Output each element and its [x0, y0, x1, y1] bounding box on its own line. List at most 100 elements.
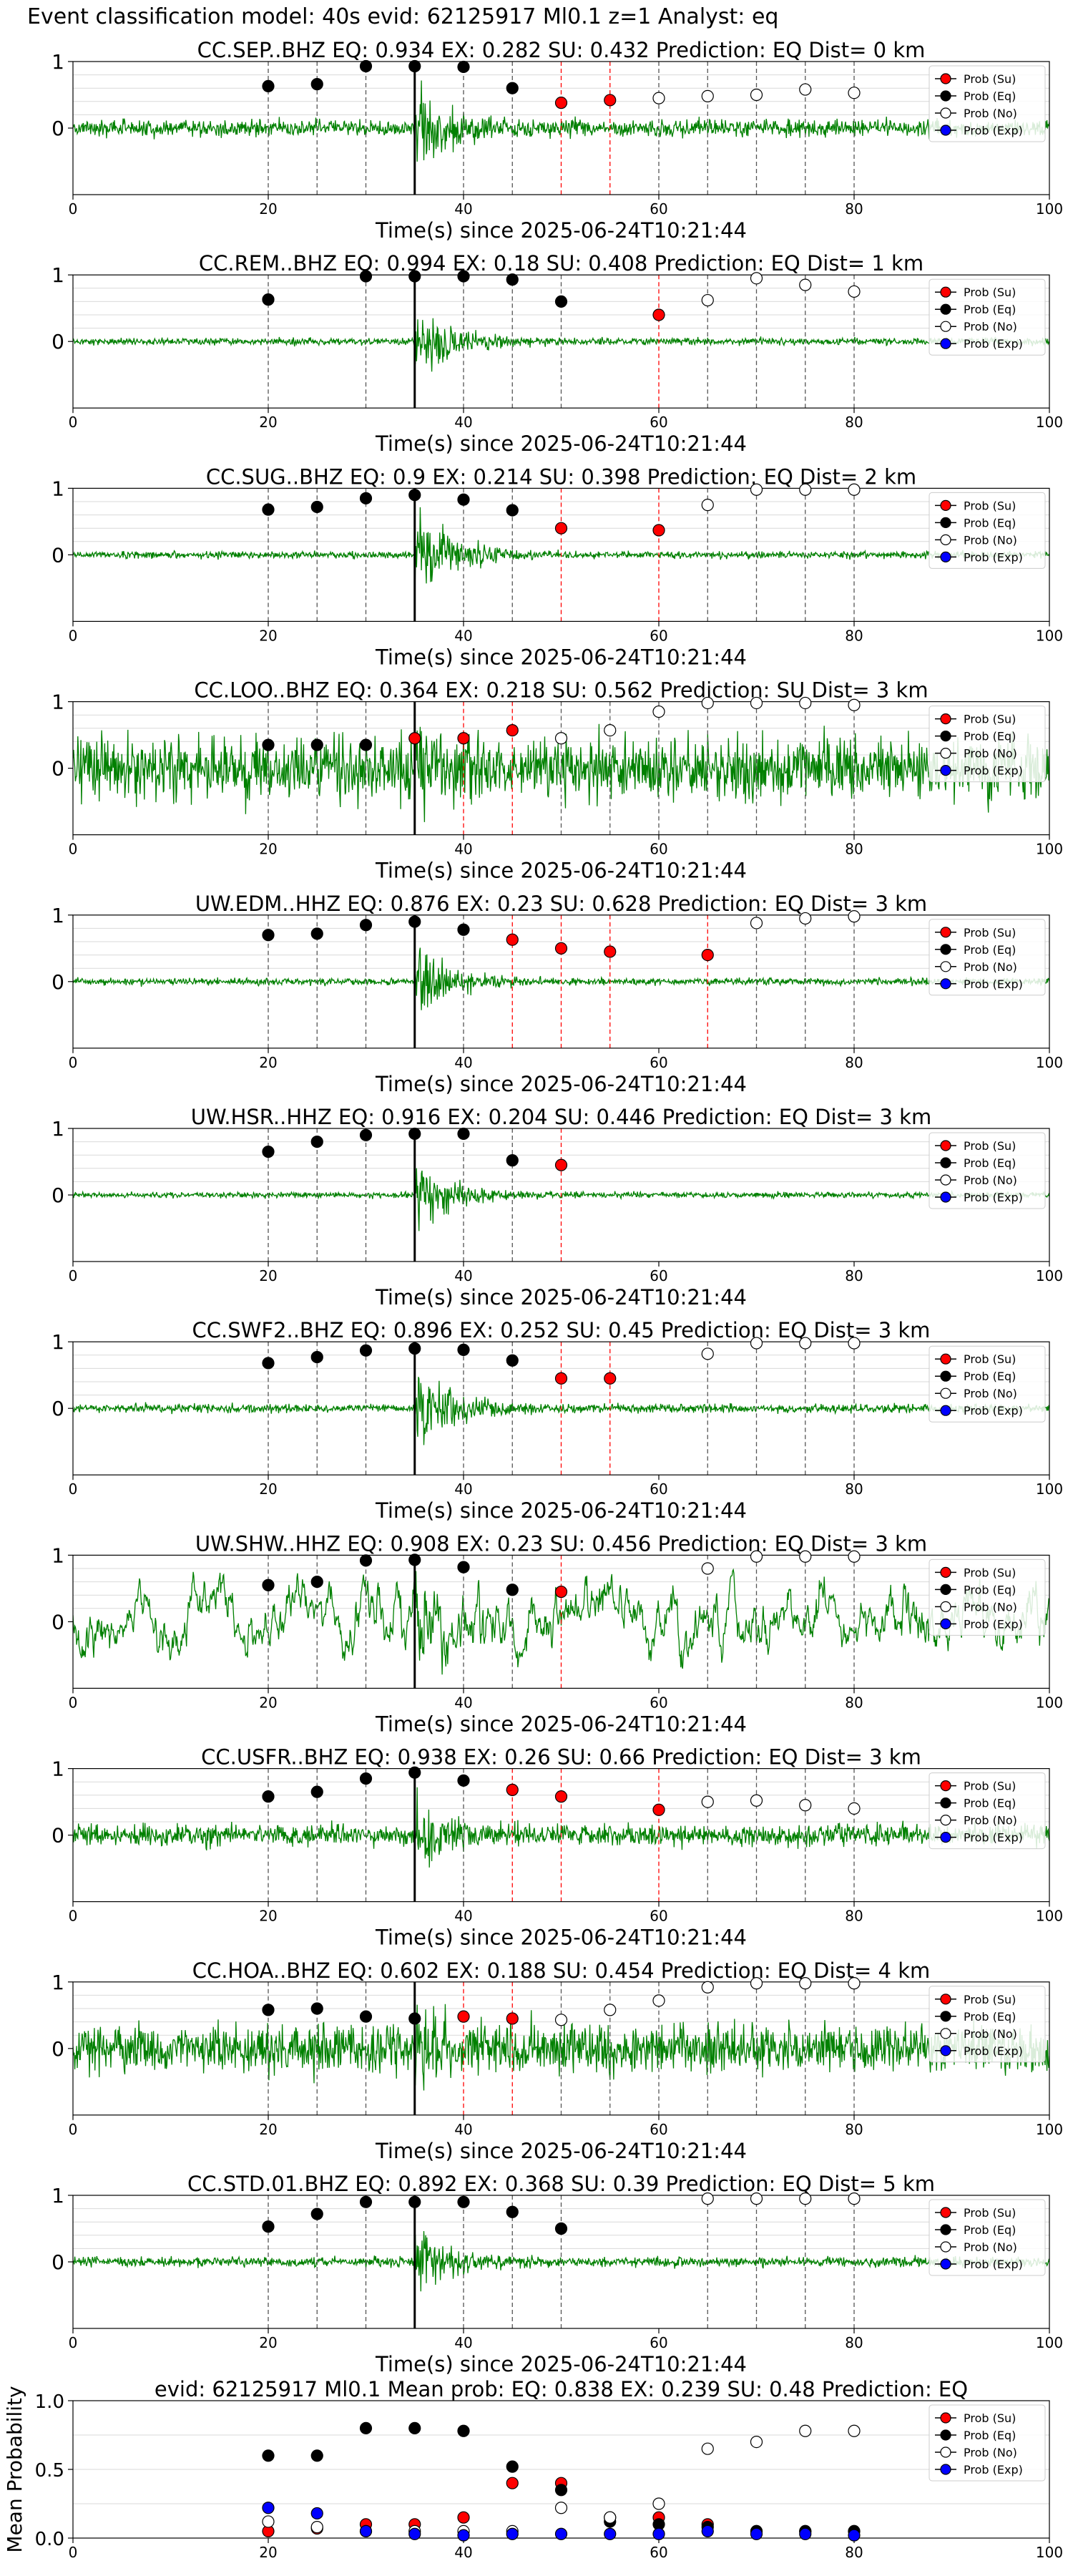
data-point: [506, 1584, 519, 1596]
data-point: [750, 2192, 763, 2205]
y-tick-label: 1: [52, 904, 64, 927]
y-tick-label: 1: [52, 1971, 64, 1994]
legend-label: Prob (Su): [964, 1993, 1016, 2006]
x-tick-label: 0: [69, 414, 78, 431]
subplot-title: CC.SEP..BHZ EQ: 0.934 EX: 0.282 SU: 0.43…: [197, 38, 926, 62]
data-point: [262, 1790, 275, 1803]
data-point: [701, 1562, 714, 1575]
legend-marker: [940, 2412, 951, 2424]
legend-box: [929, 919, 1046, 996]
legend-marker: [940, 1994, 951, 2005]
data-point: [652, 524, 665, 537]
x-tick-label: 0: [69, 2334, 78, 2351]
x-tick-label: 20: [259, 2334, 277, 2351]
x-tick-label: 40: [454, 1694, 472, 1711]
data-point: [457, 270, 470, 283]
x-axis-label: Time(s) since 2025-06-24T10:21:44: [375, 2352, 747, 2376]
x-tick-label: 60: [650, 414, 667, 431]
x-tick-label: 100: [1036, 841, 1063, 858]
data-point: [359, 1554, 373, 1567]
data-point: [554, 2502, 568, 2514]
data-point: [604, 2511, 617, 2524]
subplot-title: CC.HOA..BHZ EQ: 0.602 EX: 0.188 SU: 0.45…: [192, 1958, 931, 1983]
legend-marker: [940, 286, 951, 298]
y-tick-label: 0: [52, 2250, 64, 2274]
x-tick-label: 100: [1036, 627, 1063, 644]
legend-marker: [940, 303, 951, 315]
data-point: [750, 272, 763, 285]
data-point: [457, 2010, 470, 2023]
data-point: [799, 83, 812, 96]
x-tick-label: 60: [650, 1694, 667, 1711]
legend: Prob (Su) Prob (Eq) Prob (No) Prob (Exp): [929, 278, 1046, 356]
data-point: [848, 1337, 861, 1350]
legend-marker: [940, 764, 951, 776]
legend-marker: [940, 1174, 951, 1186]
data-point: [408, 2195, 421, 2208]
subplot-title: CC.LOO..BHZ EQ: 0.364 EX: 0.218 SU: 0.56…: [194, 678, 928, 703]
data-point: [799, 696, 812, 710]
subplot-title: UW.SHW..HHZ EQ: 0.908 EX: 0.23 SU: 0.456…: [195, 1531, 927, 1556]
data-point: [799, 1550, 812, 1563]
data-point: [604, 2527, 617, 2540]
data-point: [359, 270, 373, 283]
data-point: [310, 1350, 323, 1364]
y-tick-label: 0: [52, 117, 64, 140]
legend-marker: [940, 1584, 951, 1595]
data-point: [457, 2424, 470, 2437]
data-point: [310, 500, 323, 514]
y-tick-label: 0.5: [35, 2460, 64, 2482]
legend-box: [929, 2199, 1046, 2276]
data-point: [408, 2012, 421, 2025]
data-point: [408, 2527, 421, 2540]
legend-box: [929, 1772, 1046, 1850]
data-point: [604, 945, 617, 958]
y-tick-label: 1: [52, 477, 64, 500]
data-point: [848, 1550, 861, 1563]
data-point: [604, 1372, 617, 1385]
data-point: [506, 273, 519, 286]
x-tick-label: 60: [650, 627, 667, 644]
x-tick-label: 20: [259, 200, 277, 218]
x-tick-label: 60: [650, 841, 667, 858]
data-point: [457, 1343, 470, 1356]
subplot-title: UW.EDM..HHZ EQ: 0.876 EX: 0.23 SU: 0.628…: [195, 892, 927, 916]
data-point: [457, 923, 470, 936]
x-tick-label: 40: [454, 1480, 472, 1498]
legend-label: Prob (No): [964, 2446, 1017, 2459]
data-point: [652, 1994, 665, 2007]
legend-label: Prob (Eq): [964, 1370, 1016, 1383]
data-point: [262, 929, 275, 942]
data-point: [799, 2192, 812, 2205]
y-tick-label: 0: [52, 2037, 64, 2061]
data-point: [506, 1354, 519, 1367]
data-point: [457, 60, 470, 74]
legend-label: Prob (No): [964, 107, 1017, 120]
legend-marker: [940, 2207, 951, 2218]
legend-marker: [940, 1601, 951, 1612]
legend-label: Prob (Eq): [964, 1156, 1016, 1170]
legend-label: Prob (Exp): [964, 1831, 1023, 1845]
legend: Prob (Su) Prob (Eq) Prob (No) Prob (Exp): [929, 492, 1046, 569]
data-point: [701, 2442, 714, 2455]
legend: Prob (Su) Prob (Eq) Prob (No) Prob (Exp): [929, 1345, 1046, 1423]
data-point: [262, 1145, 275, 1158]
legend-label: Prob (No): [964, 2240, 1017, 2254]
legend-marker: [940, 2028, 951, 2039]
data-point: [799, 1337, 812, 1350]
legend-marker: [940, 2446, 951, 2458]
y-tick-label: 0: [52, 330, 64, 353]
data-point: [506, 2012, 519, 2025]
x-tick-label: 80: [845, 2121, 863, 2138]
data-point: [750, 696, 763, 710]
data-point: [359, 1772, 373, 1785]
legend-label: Prob (Su): [964, 926, 1016, 940]
legend-marker: [940, 1157, 951, 1169]
legend-label: Prob (No): [964, 320, 1017, 333]
x-tick-label: 100: [1036, 2544, 1063, 2561]
data-point: [359, 2010, 373, 2023]
x-tick-label: 80: [845, 841, 863, 858]
legend-marker: [940, 73, 951, 84]
legend: Prob (Su) Prob (Eq) Prob (No) Prob (Exp): [929, 65, 1046, 142]
legend-marker: [940, 499, 951, 512]
